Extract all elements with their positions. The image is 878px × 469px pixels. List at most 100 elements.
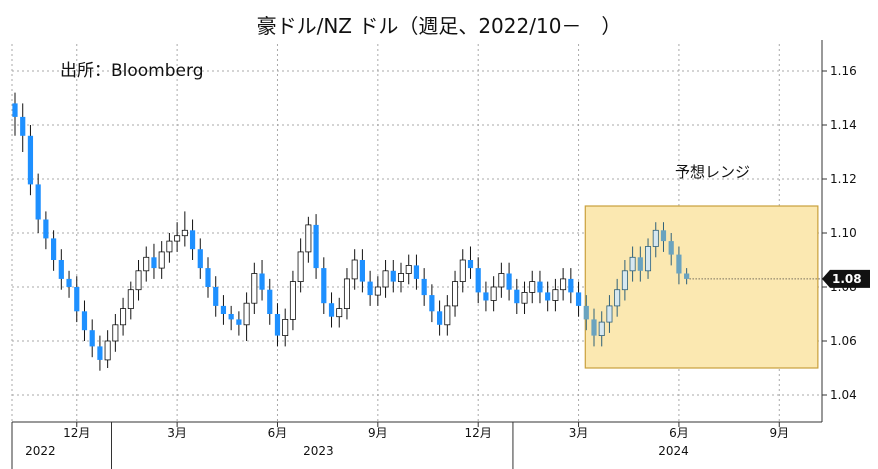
- candle-body: [684, 273, 690, 279]
- candle-body: [483, 292, 489, 301]
- x-tick-label: 9月: [368, 426, 388, 440]
- candle-body: [297, 251, 304, 282]
- candle-body: [676, 254, 682, 274]
- candle-body: [174, 235, 181, 242]
- candle-body: [467, 260, 474, 269]
- x-tick-label: 6月: [268, 426, 288, 440]
- y-tick-label: 1.12: [830, 172, 857, 186]
- candle-body: [12, 103, 18, 117]
- candle-layer: [12, 92, 822, 371]
- forecast-label: 予想レンジ: [675, 163, 750, 181]
- candle-body: [560, 278, 567, 291]
- y-tick-label: 1.16: [830, 64, 857, 78]
- candle-body: [652, 229, 659, 247]
- candle-body: [243, 302, 250, 326]
- candle-body: [437, 311, 443, 325]
- candle-body: [213, 287, 219, 306]
- candle-body: [583, 305, 589, 320]
- candle-body: [328, 303, 335, 317]
- candle-body: [35, 184, 41, 220]
- candle-body: [475, 268, 481, 293]
- candle-body: [429, 295, 435, 312]
- candle-body: [143, 256, 150, 272]
- candle-body: [645, 246, 652, 272]
- last-value-badge: [822, 269, 870, 288]
- candle-body: [289, 281, 296, 320]
- candle-body: [413, 265, 420, 279]
- year-label: 2023: [303, 444, 334, 458]
- forecast-layer: [584, 205, 819, 369]
- x-tick-label: 3月: [569, 426, 589, 440]
- candle-body: [282, 318, 289, 336]
- candle-body: [521, 291, 528, 304]
- x-tick-label: 12月: [63, 426, 90, 440]
- candle-body: [606, 305, 613, 323]
- candle-body: [66, 278, 72, 287]
- candle-body: [27, 135, 34, 185]
- candle-body: [267, 289, 273, 314]
- candle-body: [537, 281, 543, 293]
- candle-body: [259, 273, 265, 290]
- candle-body: [104, 340, 111, 361]
- year-label: 2022: [25, 444, 56, 458]
- candle-body: [305, 224, 312, 253]
- candle-body: [575, 292, 582, 306]
- candle-body: [343, 278, 350, 309]
- candle-body: [621, 270, 628, 291]
- candle-body: [397, 273, 404, 282]
- candle-body: [166, 240, 173, 253]
- candle-body: [545, 292, 551, 301]
- candle-body: [514, 289, 520, 304]
- source-note: 出所：Bloomberg: [60, 61, 203, 81]
- candle-body: [614, 289, 621, 307]
- candle-body: [390, 270, 396, 282]
- candle-body: [158, 251, 165, 269]
- candle-body: [359, 260, 365, 282]
- candle-body: [58, 260, 64, 279]
- candle-body: [374, 286, 381, 296]
- candle-body: [51, 238, 57, 260]
- candle-body: [421, 278, 427, 296]
- candle-body: [74, 287, 80, 312]
- y-tick-label: 1.04: [830, 388, 857, 402]
- candle-body: [89, 330, 95, 347]
- candle-body: [660, 230, 667, 242]
- candle-body: [43, 219, 49, 239]
- candle-body: [444, 305, 451, 326]
- candle-body: [668, 241, 674, 255]
- candle-body: [274, 314, 281, 336]
- candle-body: [197, 249, 203, 269]
- candle-body: [498, 273, 505, 288]
- candle-body: [529, 281, 536, 293]
- candle-body: [568, 278, 574, 293]
- candle-body: [20, 116, 26, 136]
- candle-body: [120, 308, 127, 326]
- axis-layer: 1.04 1.06 1.08 1.10 1.12 1.14 1.16 12月 3月 6月 9月 12月…: [11, 40, 870, 469]
- candle-body: [452, 281, 459, 307]
- forecast-range-box: [584, 205, 819, 369]
- candle-body: [81, 311, 88, 331]
- candle-body: [135, 270, 142, 291]
- candle-body: [405, 264, 412, 274]
- y-tick-label: 1.06: [830, 334, 857, 348]
- candle-body: [228, 314, 234, 320]
- y-tick-label: 1.14: [830, 118, 857, 132]
- candle-body: [321, 268, 327, 304]
- candle-body: [127, 289, 134, 310]
- chart-title: 豪ドル/NZ ドル（週足、2022/10－ ）: [256, 14, 622, 38]
- x-tick-label: 3月: [167, 426, 187, 440]
- candle-body: [459, 259, 466, 283]
- year-label: 2024: [658, 444, 689, 458]
- x-tick-label: 12月: [465, 426, 492, 440]
- candle-body: [205, 268, 211, 287]
- candle-body: [251, 273, 258, 304]
- candle-body: [552, 289, 559, 301]
- candle-body: [189, 230, 196, 250]
- candle-body: [598, 321, 605, 337]
- candle-body: [336, 308, 343, 318]
- candle-body: [591, 319, 597, 336]
- candle-body: [112, 324, 119, 342]
- y-tick-label: 1.10: [830, 226, 857, 240]
- candle-body: [629, 256, 636, 272]
